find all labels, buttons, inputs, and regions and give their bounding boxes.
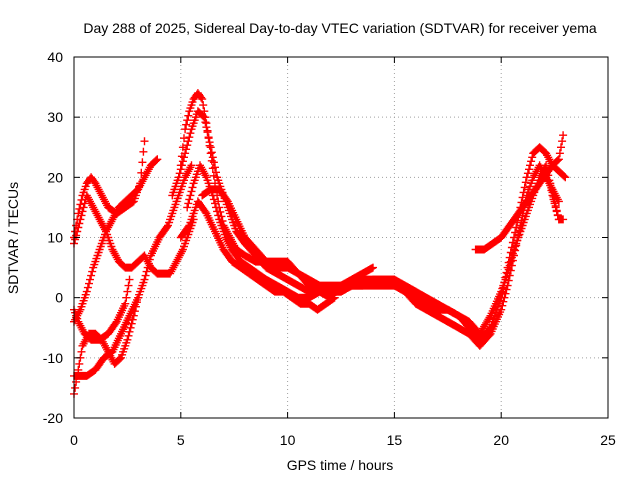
- series-trace-3: [70, 155, 162, 326]
- x-tick-label: 25: [600, 432, 616, 448]
- y-tick-label: 10: [47, 230, 63, 246]
- x-tick-labels: 0 5 10 15 20 25: [70, 432, 616, 448]
- data-markers: [183, 161, 563, 338]
- grid-lines: [74, 57, 608, 418]
- data-markers: [176, 197, 339, 314]
- chart-title: Day 288 of 2025, Sidereal Day-to-day VTE…: [83, 20, 596, 36]
- y-tick-labels: -20 -10 0 10 20 30 40: [43, 49, 63, 426]
- series-trace-11: [176, 197, 339, 314]
- y-tick-label: 20: [47, 169, 63, 185]
- x-tick-label: 0: [70, 432, 78, 448]
- axis-ticks: [73, 56, 609, 419]
- data-markers: [70, 155, 162, 326]
- y-tick-label: -20: [43, 410, 63, 426]
- x-tick-label: 10: [280, 432, 296, 448]
- y-tick-label: 40: [47, 49, 63, 65]
- data-markers: [198, 185, 377, 302]
- x-tick-label: 5: [177, 432, 185, 448]
- x-tick-label: 20: [493, 432, 509, 448]
- y-tick-label: 0: [55, 290, 63, 306]
- x-axis-label: GPS time / hours: [287, 457, 394, 473]
- y-axis-label: SDTVAR / TECUs: [5, 182, 21, 294]
- y-tick-label: -10: [43, 350, 63, 366]
- data-markers: [471, 131, 568, 254]
- data-points: [70, 89, 570, 398]
- x-tick-label: 15: [387, 432, 403, 448]
- series-trace-9: [183, 161, 563, 338]
- data-markers: [546, 179, 568, 224]
- series-trace-10: [198, 185, 377, 302]
- series-trace-13: [546, 179, 568, 224]
- series-trace-12: [471, 131, 568, 254]
- y-tick-label: 30: [47, 109, 63, 125]
